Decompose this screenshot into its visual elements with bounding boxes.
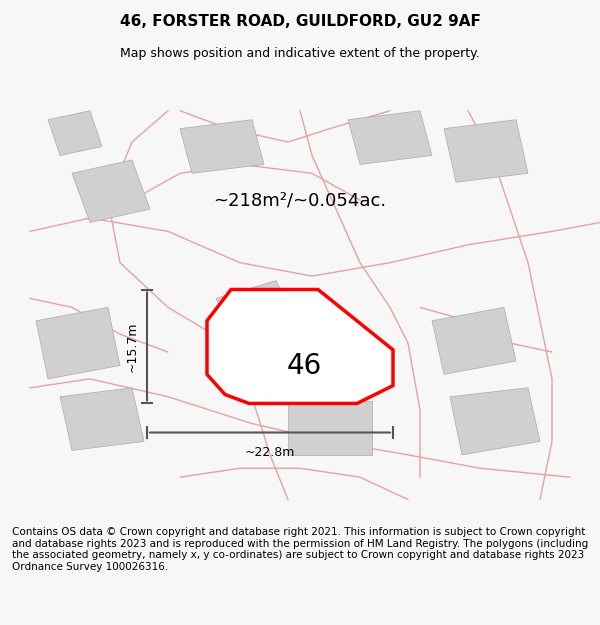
Polygon shape xyxy=(432,308,516,374)
Polygon shape xyxy=(48,111,102,156)
Text: 46, FORSTER ROAD, GUILDFORD, GU2 9AF: 46, FORSTER ROAD, GUILDFORD, GU2 9AF xyxy=(119,14,481,29)
Text: 46: 46 xyxy=(287,352,322,380)
Polygon shape xyxy=(216,281,300,348)
Polygon shape xyxy=(180,120,264,173)
Polygon shape xyxy=(450,388,540,455)
Polygon shape xyxy=(60,388,144,451)
Text: ~218m²/~0.054ac.: ~218m²/~0.054ac. xyxy=(214,191,386,209)
Text: Contains OS data © Crown copyright and database right 2021. This information is : Contains OS data © Crown copyright and d… xyxy=(12,527,588,572)
Polygon shape xyxy=(444,120,528,182)
Polygon shape xyxy=(72,160,150,222)
Text: ~15.7m: ~15.7m xyxy=(125,321,139,372)
Text: Map shows position and indicative extent of the property.: Map shows position and indicative extent… xyxy=(120,48,480,61)
Polygon shape xyxy=(207,289,393,404)
Polygon shape xyxy=(348,111,432,164)
Text: ~22.8m: ~22.8m xyxy=(245,446,295,459)
Polygon shape xyxy=(288,401,372,455)
Polygon shape xyxy=(36,308,120,379)
